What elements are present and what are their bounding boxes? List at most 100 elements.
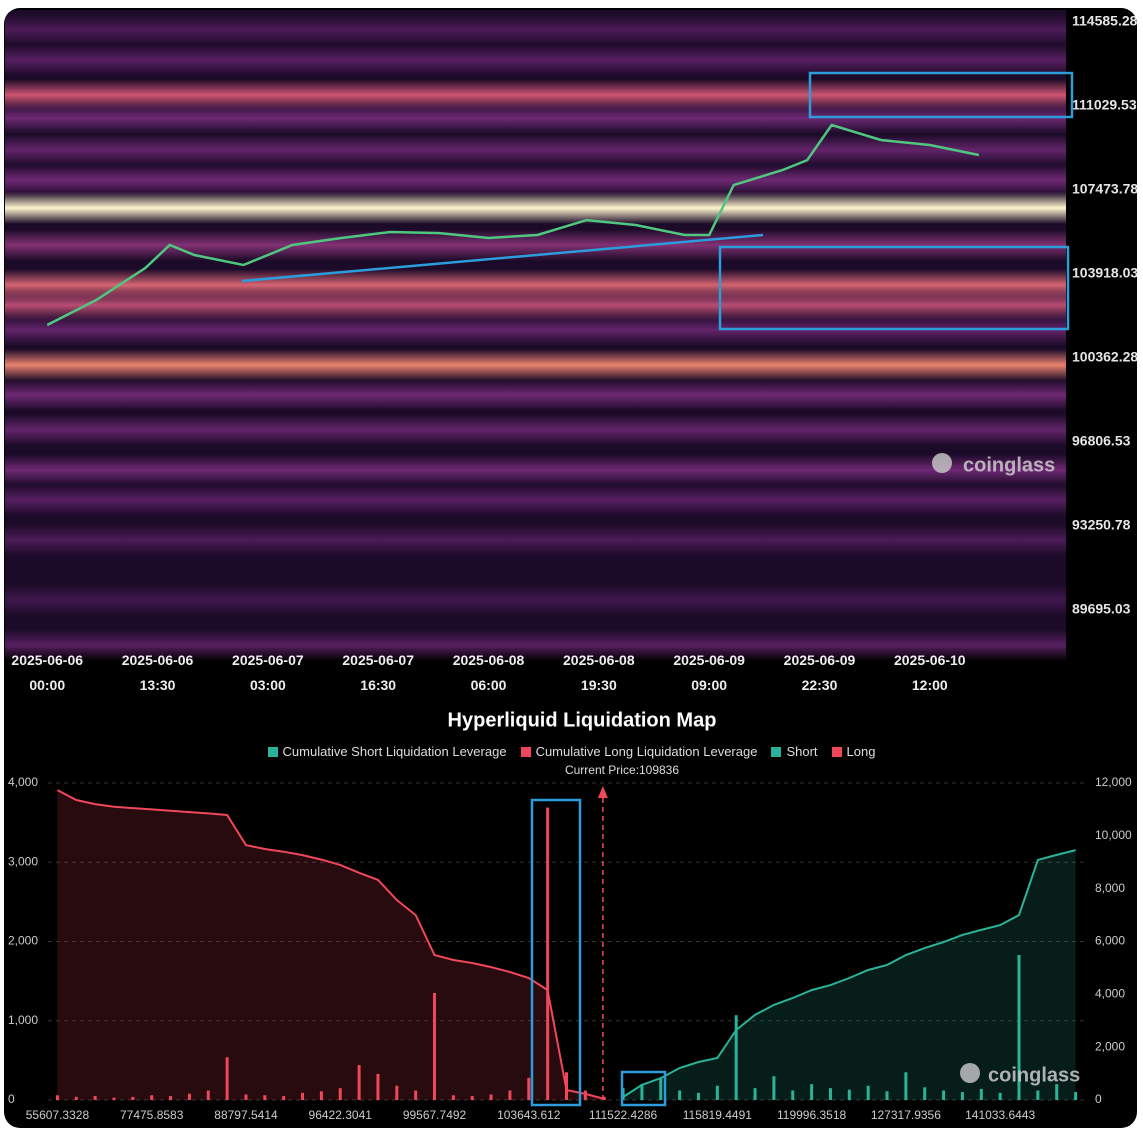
bar: [225, 1057, 229, 1100]
chart-title: Hyperliquid Liquidation Map: [448, 709, 717, 731]
bar: [998, 1092, 1002, 1100]
bar: [357, 1065, 361, 1100]
y-tick-label: 107473.78: [1072, 181, 1138, 197]
y-tick-label: 93250.78: [1072, 517, 1131, 533]
watermark: coinglass: [988, 1064, 1080, 1086]
y2-tick-label: 6,000: [1095, 934, 1125, 948]
bar: [885, 1091, 889, 1100]
bar: [131, 1096, 135, 1100]
x-tick-label: 55607.3328: [26, 1108, 90, 1122]
y-tick-label: 1,000: [8, 1013, 38, 1027]
line: [56, 789, 605, 1100]
y2-tick-label: 8,000: [1095, 881, 1125, 895]
bar: [150, 1095, 154, 1100]
bar: [169, 1096, 173, 1100]
bar: [923, 1087, 927, 1100]
x-tick-label: 96422.3041: [309, 1108, 373, 1122]
bar: [583, 1090, 587, 1100]
x-tick-label: 2025-06-09 22:30: [783, 652, 856, 693]
bar: [395, 1085, 399, 1100]
watermark-icon: [932, 453, 952, 473]
bar: [659, 1077, 663, 1100]
bar: [376, 1073, 380, 1100]
x-tick-label: 99567.7492: [403, 1108, 467, 1122]
current-price-arrow: [597, 786, 608, 798]
bar: [828, 1088, 832, 1100]
legend: Cumulative Short Liquidation Leverage Cum…: [4, 744, 1137, 759]
bar: [565, 1072, 568, 1100]
bar: [715, 1085, 719, 1100]
watermark-icon: [960, 1063, 980, 1083]
heat-band: [5, 43, 1066, 76]
y2-tick-label: 2,000: [1095, 1039, 1125, 1053]
bar: [979, 1088, 983, 1100]
line: [622, 849, 1076, 1098]
bar: [206, 1090, 210, 1100]
heat-band: [5, 133, 1066, 166]
x-tick-label: 2025-06-08 06:00: [452, 652, 525, 693]
legend-label: Long: [846, 744, 876, 759]
x-tick-label: 103643.612: [497, 1108, 561, 1122]
x-tick-label: 2025-06-08 19:30: [563, 652, 635, 693]
x-tick-label: 2025-06-07 03:00: [232, 652, 304, 693]
area: [623, 850, 1076, 1100]
liquidation-chart: 0 1,000 2,000 3,000 4,000 0 2,000 4,000 6,000 8,0…: [8, 775, 1132, 1122]
x-tick-label: 2025-06-10 12:00: [893, 652, 966, 693]
bar: [489, 1094, 493, 1100]
x-tick-label: 127317.9356: [871, 1108, 941, 1122]
y-tick-label: 111029.53: [1072, 97, 1137, 113]
price-line: [46, 123, 980, 327]
legend-item: Cumulative Long Liquidation Leverage: [520, 744, 757, 759]
bar: [546, 807, 550, 1100]
bar: [772, 1076, 776, 1100]
price-layer: 114585.28 111029.53 107473.78 103918.03 1003…: [46, 13, 1138, 617]
bar: [1055, 1084, 1059, 1100]
heat-band: [5, 349, 1066, 382]
y-tick-label: 103918.03: [1072, 265, 1138, 281]
bar: [602, 1096, 606, 1100]
legend-swatch: [771, 747, 782, 757]
heat-band: [5, 524, 1066, 557]
bar: [753, 1088, 757, 1100]
bar: [960, 1092, 964, 1100]
x-tick-label: 2025-06-07 16:30: [342, 652, 414, 693]
bar: [1017, 954, 1021, 1100]
trend-line: [241, 233, 764, 283]
heat-band: [5, 414, 1066, 447]
bar: [244, 1094, 248, 1100]
y2-tick-label: 10,000: [1095, 828, 1132, 842]
x-tick-label: 119996.3518: [777, 1108, 847, 1122]
y-tick-label: 114585.28: [1072, 13, 1138, 29]
bar: [1036, 1090, 1040, 1100]
bar: [187, 1093, 191, 1100]
heat-band: [5, 454, 1066, 487]
y2-tick-label: 4,000: [1095, 987, 1125, 1001]
heat-band: [5, 584, 1066, 617]
heat-band: [5, 163, 1066, 196]
legend-label: Short: [786, 744, 818, 759]
highlight-box: [530, 798, 582, 1107]
bar: [678, 1090, 682, 1100]
bar: [282, 1096, 286, 1100]
bar: [527, 1077, 531, 1100]
bar: [810, 1084, 814, 1100]
highlight-box: [718, 245, 1070, 331]
heat-band: [5, 484, 1066, 517]
x-tick-label: 115819.4491: [683, 1108, 753, 1122]
bar: [847, 1089, 851, 1100]
heat-band: [5, 13, 1066, 46]
bar: [451, 1095, 455, 1100]
y2-tick-label: 12,000: [1095, 775, 1132, 789]
bar: [734, 1015, 738, 1100]
y-tick-label: 0: [8, 1092, 15, 1106]
bar: [508, 1090, 512, 1100]
x-tick-label: 2025-06-09 09:00: [673, 652, 745, 693]
watermark: coinglass: [963, 454, 1055, 476]
heat-band: [5, 191, 1066, 224]
bar: [414, 1090, 418, 1100]
heat-band: [5, 379, 1066, 412]
bar: [338, 1088, 342, 1100]
x-tick-label: 2025-06-06 13:30: [121, 652, 194, 693]
legend-swatch: [267, 747, 278, 757]
bar: [93, 1096, 97, 1100]
